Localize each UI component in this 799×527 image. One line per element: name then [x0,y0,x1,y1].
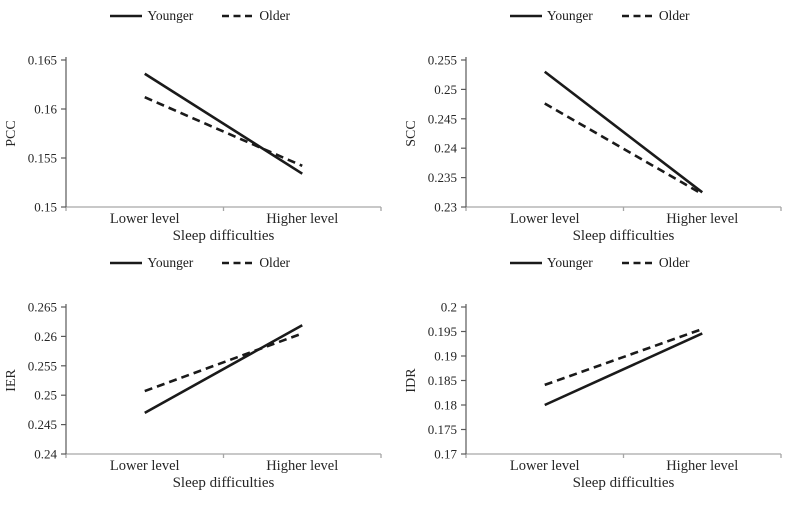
x-axis-title: Sleep difficulties [173,228,275,244]
y-tick-label: 0.18 [434,398,457,413]
y-tick-label: 0.19 [434,349,457,364]
legend-label-younger: Younger [147,8,194,23]
chart-panel-idr: Younger Older 0.17 0.175 0.18 0.185 0.19 0.19… [400,252,799,527]
y-tick-label: 0.23 [434,200,457,215]
legend-label-younger: Younger [546,255,593,270]
x-axis-title: Sleep difficulties [572,228,674,244]
category-label: Higher level [666,458,738,474]
series-line-older [544,327,703,387]
y-tick-label: 0.255 [428,53,457,68]
older-line-swatch [621,14,654,18]
legend-label-younger: Younger [546,8,593,23]
legend-label-older: Older [658,255,690,270]
y-axis-title: IER [4,369,19,392]
younger-line-swatch [110,261,143,265]
y-tick-label: 0.24 [434,141,457,156]
y-tick-label: 0.235 [428,170,457,185]
ier-plot: 0.24 0.245 0.25 0.255 0.26 0.265 Lower level Hi… [4,300,382,491]
scc-plot: 0.23 0.235 0.24 0.245 0.25 0.255 Lower level Hi… [404,53,782,244]
legend-label-older: Older [658,8,690,23]
y-tick-label: 0.195 [428,324,457,339]
y-tick-label: 0.26 [35,329,58,344]
series-line-older [543,102,703,196]
category-label: Higher level [266,211,338,227]
y-tick-label: 0.16 [35,102,58,117]
legend: Younger Older [109,7,290,25]
y-tick-label: 0.245 [428,111,457,126]
idr-plot: 0.17 0.175 0.18 0.185 0.19 0.195 0.2 Lower leve… [404,300,782,491]
chart-panel-pcc: Younger Older 0.15 0.155 0.16 0.165 Lower le… [0,0,400,252]
y-tick-label: 0.185 [428,373,457,388]
y-tick-label: 0.165 [28,53,57,68]
idr-chart: 0.17 0.175 0.18 0.185 0.19 0.195 0.2 Lower leve… [400,272,799,494]
older-line-swatch [222,261,255,265]
category-label: Higher level [266,458,338,474]
y-tick-label: 0.15 [35,200,58,215]
y-tick-label: 0.17 [434,447,457,462]
pcc-chart: 0.15 0.155 0.16 0.165 Lower level Higher leve… [0,25,399,247]
legend: Younger Older [509,254,690,272]
chart-panel-scc: Younger Older 0.23 0.235 0.24 0.245 0.25 0.25… [400,0,799,252]
y-tick-label: 0.265 [28,300,57,315]
y-axis-title: PCC [4,120,19,146]
category-label: Lower level [110,211,180,227]
y-tick-label: 0.2 [441,300,457,315]
y-tick-label: 0.155 [28,151,57,166]
series-line-younger [543,332,703,407]
x-axis-title: Sleep difficulties [173,475,275,491]
legend-label-younger: Younger [147,255,194,270]
series-line-younger [144,324,304,414]
y-tick-label: 0.24 [35,447,58,462]
y-tick-label: 0.175 [428,422,457,437]
legend-label-older: Older [259,8,291,23]
y-tick-label: 0.245 [28,417,57,432]
y-axis-title: SCC [404,120,419,146]
y-tick-label: 0.25 [434,82,457,97]
chart-panel-ier: Younger Older 0.24 0.245 0.25 0.255 0.26 0.26… [0,252,400,527]
series-line-older [144,96,304,168]
series-line-younger [144,72,304,175]
y-tick-label: 0.25 [35,388,58,403]
pcc-plot: 0.15 0.155 0.16 0.165 Lower level Higher leve… [4,53,382,244]
younger-line-swatch [110,14,143,18]
scc-chart: 0.23 0.235 0.24 0.245 0.25 0.255 Lower level Hi… [400,25,799,247]
series-line-younger [543,70,703,194]
younger-line-swatch [509,261,542,265]
younger-line-swatch [509,14,542,18]
legend: Younger Older [109,254,290,272]
series-line-older [144,332,303,393]
y-axis-title: IDR [404,368,419,393]
older-line-swatch [222,14,255,18]
x-axis-title: Sleep difficulties [572,475,674,491]
y-tick-label: 0.255 [28,358,57,373]
older-line-swatch [621,261,654,265]
ier-chart: 0.24 0.245 0.25 0.255 0.26 0.265 Lower level Hi… [0,272,399,494]
category-label: Higher level [666,211,738,227]
category-label: Lower level [510,211,580,227]
legend: Younger Older [509,7,690,25]
category-label: Lower level [110,458,180,474]
legend-label-older: Older [259,255,291,270]
category-label: Lower level [510,458,580,474]
